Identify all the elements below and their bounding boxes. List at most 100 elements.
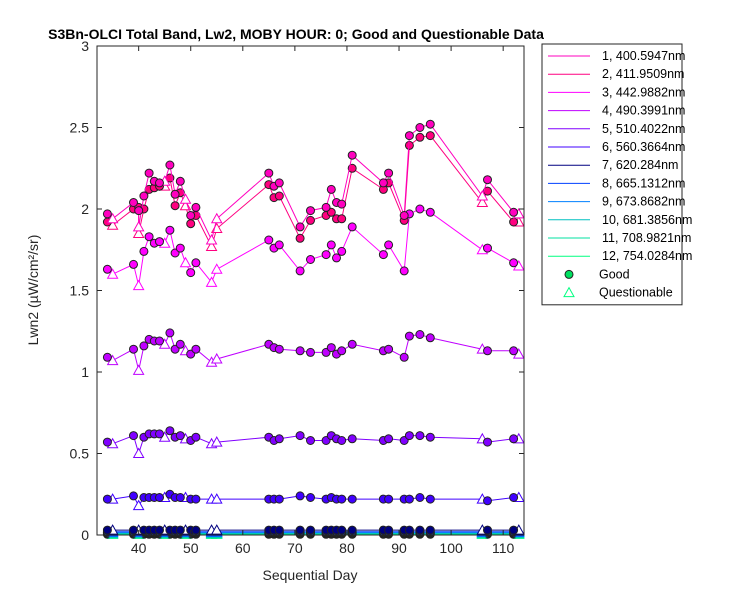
good-point-s1-15 <box>295 222 305 232</box>
good-point-s5-1 <box>129 431 138 441</box>
questionable-point-s4-1 <box>132 364 145 375</box>
y-tick-label: 3 <box>81 38 89 54</box>
good-point-s1-20 <box>337 199 347 209</box>
good-point-s4-27 <box>483 346 492 356</box>
good-point-s7-0 <box>102 525 112 535</box>
good-point-s3-25 <box>415 204 425 214</box>
x-tick-label: 40 <box>131 540 147 556</box>
good-point-s3-28 <box>509 258 519 268</box>
legend-box <box>541 43 683 306</box>
good-point-s5-0 <box>102 437 112 447</box>
good-point-s4-5 <box>155 336 164 346</box>
good-point-s3-2 <box>139 246 149 256</box>
good-point-s4-15 <box>306 347 315 357</box>
plot-area <box>97 46 524 535</box>
legend: 1, 400.5947nm 2, 411.9509nm 3, 442.9882nm 4… <box>541 43 692 306</box>
good-point-s2-16 <box>306 215 315 225</box>
good-point-s4-28 <box>509 346 519 356</box>
y-tick-label: 2 <box>81 201 89 217</box>
good-point-s3-0 <box>102 264 112 274</box>
good-point-s7-5 <box>155 525 164 535</box>
good-point-s5-22 <box>384 434 394 444</box>
good-point-s3-1 <box>129 259 138 269</box>
good-point-s3-18 <box>332 253 341 263</box>
good-point-s2-29 <box>509 217 519 227</box>
questionable-point-s5-1 <box>132 447 145 458</box>
good-point-s6-0 <box>102 494 112 504</box>
good-point-s5-6 <box>165 426 175 436</box>
good-point-s4-26 <box>425 333 435 343</box>
good-point-s6-14 <box>295 491 305 501</box>
questionable-point-s3-1 <box>132 279 145 291</box>
good-point-s5-8 <box>175 431 185 441</box>
good-point-s4-13 <box>274 344 284 354</box>
good-point-s4-24 <box>404 331 414 341</box>
good-point-s7-20 <box>347 525 357 535</box>
good-point-s5-24 <box>404 431 414 441</box>
y-tick-label: 2.5 <box>70 120 90 136</box>
questionable-point-s1-4 <box>205 233 218 245</box>
legend-label-9: 9, 673.8682nm <box>602 195 685 209</box>
good-point-s3-15 <box>306 255 315 264</box>
x-tick-label: 60 <box>235 540 251 556</box>
good-point-s1-26 <box>415 123 425 132</box>
good-point-s1-24 <box>399 211 409 220</box>
good-point-s4-8 <box>175 339 185 349</box>
good-point-s3-21 <box>378 250 388 260</box>
good-point-s5-26 <box>425 432 435 442</box>
good-point-s1-28 <box>483 175 492 185</box>
good-point-s3-13 <box>274 240 284 250</box>
good-point-s2-20 <box>337 214 347 224</box>
good-point-s1-6 <box>155 178 164 188</box>
y-tick-label: 1.5 <box>70 283 90 299</box>
good-point-s1-25 <box>404 131 414 141</box>
good-point-s1-21 <box>347 150 357 160</box>
questionable-point-s7-5 <box>210 524 223 535</box>
legend-label-6: 6, 560.3664nm <box>602 140 685 154</box>
good-point-s2-27 <box>425 131 435 141</box>
legend-label-5: 5, 510.4022nm <box>602 122 685 136</box>
good-point-s1-18 <box>326 184 336 194</box>
legend-label-2: 2, 411.9509nm <box>602 67 684 81</box>
questionable-point-s6-5 <box>210 493 223 504</box>
good-point-s1-11 <box>191 202 201 212</box>
good-point-s2-15 <box>295 233 305 243</box>
legend-label-7: 7, 620.284nm <box>602 158 678 172</box>
good-point-s1-9 <box>175 176 185 186</box>
good-point-s4-23 <box>399 352 409 362</box>
legend-marker-questionable <box>563 286 575 298</box>
good-point-s1-14 <box>274 178 284 188</box>
good-point-s5-10 <box>191 432 201 442</box>
y-tick-label: 0.5 <box>70 446 90 462</box>
good-point-s2-14 <box>274 191 284 201</box>
y-tick-label: 1 <box>81 364 89 380</box>
good-point-s3-26 <box>425 207 435 217</box>
good-point-s1-27 <box>425 119 435 129</box>
questionable-point-s4-5 <box>210 352 223 364</box>
good-point-s7-14 <box>295 525 305 535</box>
questionable-point-s2-4 <box>205 240 218 251</box>
good-point-s5-19 <box>337 436 347 445</box>
good-point-s1-12 <box>264 168 274 178</box>
x-tick-label: 90 <box>391 540 407 556</box>
good-point-s2-26 <box>415 132 425 142</box>
good-point-s6-26 <box>425 494 435 504</box>
good-point-s3-10 <box>191 258 201 268</box>
questionable-point-s5-5 <box>210 436 223 447</box>
questionable-point-s3-5 <box>210 263 223 274</box>
good-point-s5-27 <box>483 437 492 447</box>
good-point-s3-6 <box>165 225 175 235</box>
good-point-s1-10 <box>186 211 196 220</box>
good-point-s6-25 <box>415 493 425 502</box>
good-point-s3-22 <box>384 240 394 250</box>
good-point-s1-1 <box>129 198 138 207</box>
good-point-s4-20 <box>347 339 357 349</box>
questionable-point-s1-1 <box>132 220 145 232</box>
good-point-s6-28 <box>509 493 519 502</box>
good-point-s1-16 <box>306 206 315 216</box>
x-tick-label: 100 <box>439 540 463 556</box>
good-point-s3-16 <box>321 250 331 260</box>
good-point-s1-4 <box>144 168 154 178</box>
good-point-s6-19 <box>337 494 347 504</box>
